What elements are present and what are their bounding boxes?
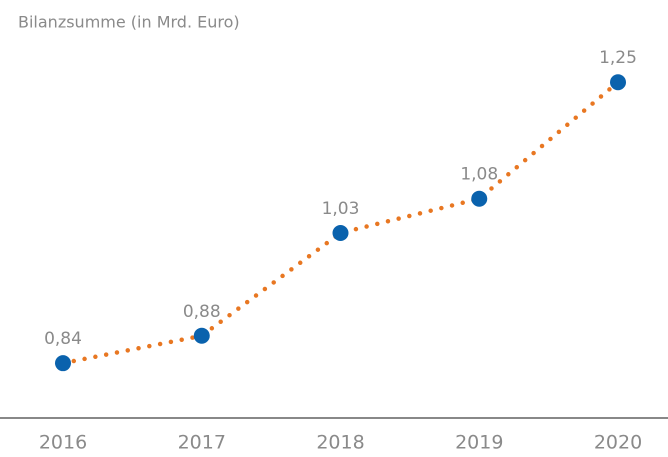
value-label: 1,25	[599, 48, 637, 68]
marker	[193, 327, 210, 344]
value-label: 0,88	[183, 302, 221, 322]
x-tick-label: 2018	[316, 432, 364, 454]
marker	[332, 224, 349, 241]
x-tick-label: 2017	[178, 432, 226, 454]
chart-title: Bilanzsumme (in Mrd. Euro)	[18, 13, 240, 32]
marker	[471, 190, 488, 207]
value-label: 1,08	[460, 165, 498, 185]
x-tick-label: 2016	[39, 432, 87, 454]
x-tick-label: 2020	[594, 432, 642, 454]
marker	[55, 355, 71, 372]
x-tick-label: 2019	[455, 432, 503, 454]
value-label: 1,03	[322, 199, 360, 219]
line	[60, 79, 621, 366]
marker	[610, 74, 626, 91]
value-label: 0,84	[44, 329, 82, 349]
